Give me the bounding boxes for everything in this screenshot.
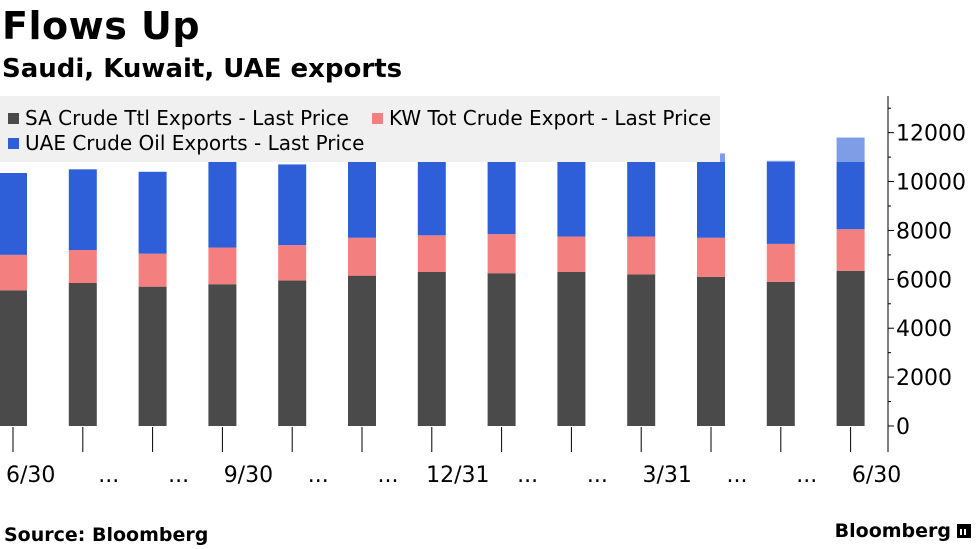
- bar-segment-sa: [278, 280, 307, 426]
- bar-segment-uae: [766, 162, 795, 244]
- bar-segment-sa: [836, 270, 865, 426]
- bar-segment-uae: [627, 162, 656, 237]
- y-tick-label: 8000: [896, 219, 952, 244]
- x-tick-label: ...: [378, 463, 399, 488]
- legend-item-sa: SA Crude Ttl Exports - Last Price: [8, 106, 349, 130]
- y-tick-label: 12000: [896, 122, 966, 147]
- source-note: Source: Bloomberg: [4, 524, 209, 546]
- x-tick-label: 12/31: [426, 463, 489, 488]
- x-tick-label: 3/31: [642, 463, 691, 488]
- y-tick-label: 2000: [896, 366, 952, 391]
- x-tick-label: ...: [168, 463, 189, 488]
- legend-item-kw: KW Tot Crude Export - Last Price: [372, 106, 711, 130]
- bar-segment-kw: [208, 247, 237, 285]
- bar-segment-kw: [697, 237, 725, 277]
- bar-segment-kw: [417, 235, 446, 272]
- bar-segment-kw: [0, 254, 27, 291]
- brand-logo: Bloomberg: [835, 520, 971, 542]
- legend-swatch-kw: [372, 112, 383, 124]
- legend-label-uae: UAE Crude Oil Exports - Last Price: [25, 131, 365, 155]
- y-tick-label: 0: [896, 415, 910, 440]
- bar-segment-uae-upper: [766, 160, 795, 162]
- bar-segment-kw: [766, 243, 795, 282]
- bar-segment-uae: [68, 169, 97, 250]
- bar-segment-sa: [766, 281, 795, 426]
- y-tick-label: 6000: [896, 268, 952, 293]
- bar-segment-kw: [348, 237, 376, 276]
- bar-segment-uae: [348, 162, 376, 238]
- bar-segment-kw: [627, 236, 656, 275]
- x-tick-label: 6/30: [6, 463, 55, 488]
- bar-segment-sa: [697, 276, 725, 426]
- y-tick-label: 10000: [896, 171, 966, 196]
- legend-label-kw: KW Tot Crude Export - Last Price: [389, 106, 712, 130]
- bar-segment-uae: [0, 173, 27, 255]
- bar-segment-kw: [836, 229, 865, 271]
- x-tick-label: ...: [98, 463, 119, 488]
- bar-segment-sa: [557, 272, 586, 426]
- bar-segment-sa: [0, 290, 27, 426]
- bar-segment-uae: [836, 162, 865, 230]
- x-tick-label: ...: [517, 463, 538, 488]
- bar-segment-uae: [278, 164, 307, 246]
- chart-subtitle: Saudi, Kuwait, UAE exports: [2, 54, 403, 84]
- bar-segment-sa: [627, 274, 656, 426]
- bar-segment-kw: [557, 236, 586, 272]
- x-tick-label: ...: [587, 463, 608, 488]
- legend-swatch-sa: [8, 112, 19, 124]
- bar-segment-sa: [68, 283, 97, 426]
- bar-segment-uae: [697, 162, 725, 238]
- bar-segment-uae: [417, 162, 446, 236]
- bar-segment-sa: [348, 275, 376, 426]
- y-tick-label: 4000: [896, 317, 952, 342]
- bar-segment-kw: [138, 253, 167, 287]
- bar-segment-uae: [557, 162, 586, 237]
- bar-segment-sa: [208, 284, 237, 426]
- bar-segment-uae: [138, 171, 167, 254]
- legend-label-sa: SA Crude Ttl Exports - Last Price: [25, 106, 349, 130]
- bar-segment-uae: [487, 162, 516, 235]
- bar-segment-kw: [278, 245, 307, 281]
- bar-segment-sa: [487, 273, 516, 426]
- x-tick-label: 6/30: [852, 463, 901, 488]
- bar-segment-kw: [487, 234, 516, 274]
- chart-title: Flows Up: [2, 4, 201, 48]
- bar-segment-uae: [208, 162, 237, 248]
- bar-segment-sa: [138, 286, 167, 426]
- legend-item-uae: UAE Crude Oil Exports - Last Price: [8, 131, 364, 155]
- x-tick-label: ...: [727, 463, 748, 488]
- x-tick-label: 9/30: [224, 463, 273, 488]
- x-tick-label: ...: [796, 463, 817, 488]
- brand-name: Bloomberg: [834, 520, 951, 542]
- bar-segment-kw: [68, 250, 97, 283]
- x-tick-label: ...: [308, 463, 329, 488]
- bloomberg-icon: [957, 524, 971, 538]
- legend: SA Crude Ttl Exports - Last Price KW Tot…: [0, 96, 720, 162]
- legend-swatch-uae: [8, 137, 19, 149]
- bar-segment-sa: [417, 272, 446, 426]
- bar-segment-uae-upper: [836, 137, 865, 162]
